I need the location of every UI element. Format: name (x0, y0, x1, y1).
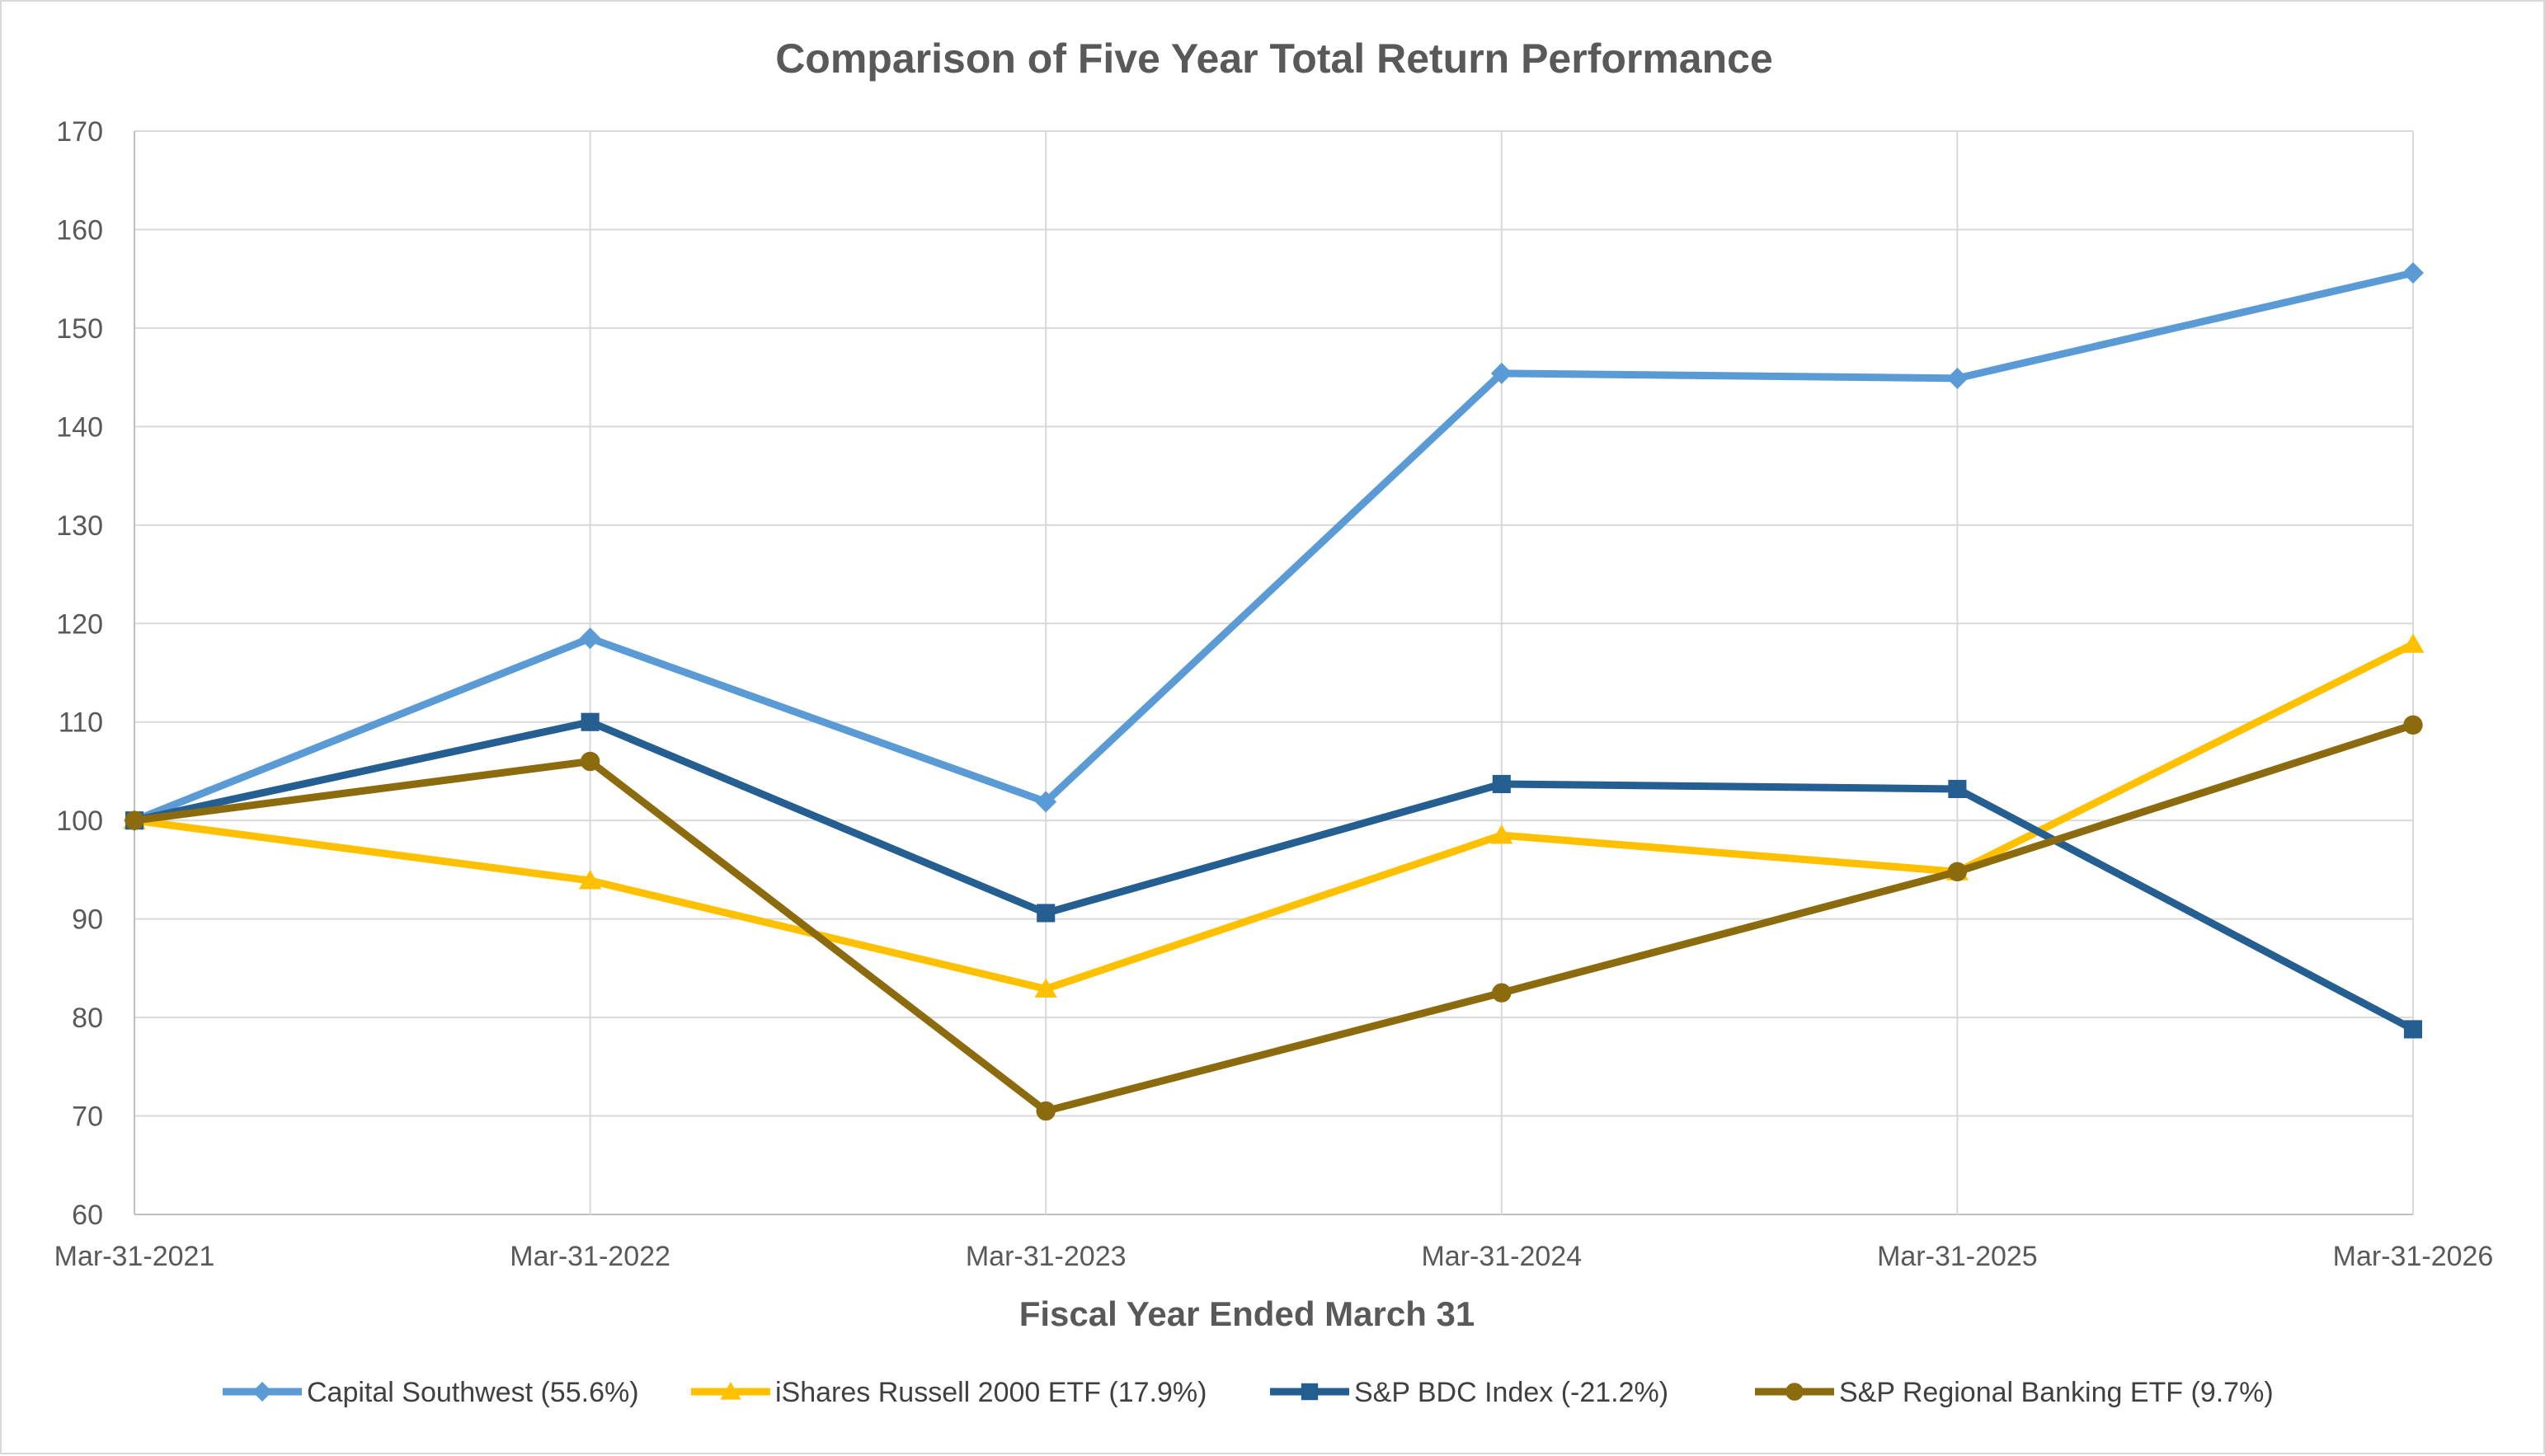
legend-label: S&P BDC Index (-21.2%) (1354, 1377, 1668, 1408)
data-point (1034, 978, 1057, 998)
data-point (1946, 367, 1969, 389)
legend-marker (1301, 1383, 1319, 1401)
x-axis-ticks: Mar-31-2021 Mar-31-2022 Mar-31-2023 Mar-31-… (54, 1241, 2494, 1272)
legend: Capital Southwest (55.6%) iShares Russell… (223, 1377, 2274, 1408)
data-point (1035, 791, 1057, 813)
y-tick-label: 80 (72, 1003, 103, 1034)
legend-item: iShares Russell 2000 ETF (17.9%) (691, 1377, 1207, 1408)
chart-title: Comparison of Five Year Total Return Per… (775, 35, 1773, 82)
series-lines (123, 262, 2425, 1121)
legend-label: iShares Russell 2000 ETF (17.9%) (775, 1377, 1207, 1408)
y-tick-label: 130 (56, 510, 103, 542)
series-line (130, 269, 2417, 824)
data-point (578, 870, 602, 890)
series-4 (125, 715, 2423, 1121)
data-point (2403, 1020, 2423, 1039)
y-tick-label: 150 (56, 313, 103, 345)
legend-label: S&P Regional Banking ETF (9.7%) (1839, 1377, 2274, 1408)
data-point (1492, 774, 1511, 794)
legend-item: Capital Southwest (55.6%) (223, 1377, 639, 1408)
gridlines (134, 130, 2414, 1215)
y-tick-label: 140 (56, 411, 103, 443)
series-line (130, 721, 2417, 1115)
data-point (580, 751, 600, 772)
y-tick-label: 110 (59, 707, 103, 739)
data-point (2402, 262, 2424, 284)
x-axis-title: Fiscal Year Ended March 31 (1019, 1294, 1475, 1333)
y-tick-label: 70 (72, 1101, 103, 1133)
x-tick-label: Mar-31-2023 (966, 1241, 1127, 1272)
legend-label: Capital Southwest (55.6%) (307, 1377, 639, 1408)
data-point (1490, 824, 1513, 844)
legend-item: S&P BDC Index (-21.2%) (1270, 1377, 1668, 1408)
y-tick-label: 60 (72, 1200, 103, 1231)
data-point (1037, 904, 1056, 923)
legend-item: S&P Regional Banking ETF (9.7%) (1755, 1377, 2274, 1408)
data-point (1948, 779, 1967, 799)
series-3 (125, 712, 2423, 1039)
data-point (1947, 862, 1968, 881)
x-tick-label: Mar-31-2025 (1877, 1241, 2038, 1272)
y-tick-label: 160 (56, 214, 103, 246)
data-point (2403, 715, 2423, 735)
data-point (1036, 1101, 1056, 1121)
x-tick-label: Mar-31-2021 (54, 1241, 215, 1272)
data-point (581, 712, 600, 731)
x-tick-label: Mar-31-2026 (2333, 1241, 2494, 1272)
series-line (130, 640, 2417, 993)
x-tick-label: Mar-31-2022 (510, 1241, 670, 1272)
data-point (579, 627, 601, 650)
data-point (125, 810, 144, 830)
legend-marker (1785, 1383, 1804, 1401)
data-point (1492, 983, 1512, 1003)
y-tick-label: 100 (56, 805, 103, 837)
series-line (130, 718, 2417, 1033)
data-point (1490, 362, 1512, 384)
y-tick-label: 120 (56, 608, 103, 640)
x-tick-label: Mar-31-2024 (1421, 1241, 1582, 1272)
legend-marker (252, 1382, 272, 1402)
legend-marker (720, 1382, 741, 1400)
data-point (2402, 633, 2425, 653)
y-axis-ticks: 60 70 80 90 100 110 120 130 140 150 160 170 (56, 116, 103, 1231)
y-tick-label: 170 (56, 116, 103, 148)
y-tick-label: 90 (72, 904, 103, 936)
